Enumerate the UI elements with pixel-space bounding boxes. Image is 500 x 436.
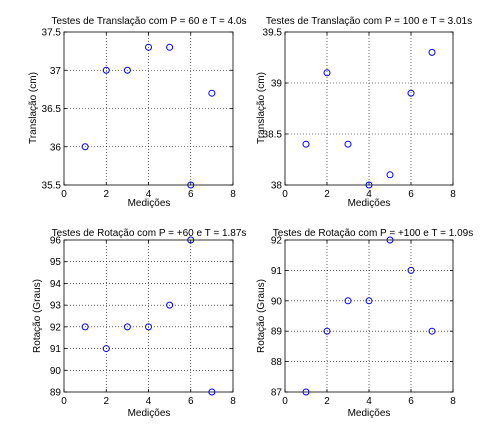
- data-point: [365, 181, 373, 189]
- subplot-1-ylabel: Translação (cm): [28, 72, 39, 144]
- subplot-3-ylabel: Rotação (Graus): [32, 279, 43, 353]
- data-point: [166, 43, 174, 51]
- y-tick-label: 96: [50, 236, 62, 247]
- y-tick-label: 91: [50, 344, 62, 355]
- subplot-2-plot-area: 0 2 4 6 8 38 38.5 39 39.5: [263, 28, 457, 201]
- subplot-4-ylabel: Rotação (Graus): [256, 279, 267, 353]
- x-tick-label: 8: [230, 396, 236, 407]
- data-point: [187, 236, 195, 244]
- x-tick-label: 4: [146, 396, 152, 407]
- data-point: [323, 327, 331, 335]
- x-tick-label: 8: [230, 189, 236, 200]
- x-tick-label: 2: [324, 396, 330, 407]
- y-tick-label: 94: [50, 279, 62, 290]
- data-point: [365, 297, 373, 305]
- subplot-3-plot-area: 0 2 4 6 8 89 90 91 92 93 94 95 96: [50, 236, 236, 408]
- data-point: [407, 266, 415, 274]
- y-tick-label: 36: [50, 142, 62, 153]
- subplot-3-title: Testes de Rotação com P = +60 e T = 1.87…: [52, 228, 247, 239]
- x-tick-label: 6: [408, 396, 414, 407]
- x-tick-label: 0: [282, 396, 288, 407]
- y-tick-label: 93: [50, 301, 62, 312]
- data-point: [145, 43, 152, 51]
- x-tick-label: 0: [282, 189, 288, 200]
- subplot-translacao-p60: Testes de Translação com P = 60 e T = 4.…: [28, 16, 247, 209]
- y-tick-label: 37.5: [42, 28, 62, 39]
- subplot-2-xlabel: Medições: [348, 198, 391, 209]
- y-tick-label: 92: [50, 322, 62, 333]
- data-point: [407, 89, 415, 97]
- data-point: [386, 171, 394, 179]
- x-tick-label: 2: [103, 189, 109, 200]
- x-tick-label: 0: [61, 189, 67, 200]
- y-tick-label: 92: [271, 236, 283, 247]
- data-point: [123, 323, 131, 331]
- subplot-3-xlabel: Medições: [128, 408, 171, 419]
- y-tick-label: 88: [271, 357, 283, 368]
- x-tick-label: 4: [366, 396, 372, 407]
- data-point: [123, 66, 131, 74]
- data-point: [81, 143, 89, 151]
- data-point: [208, 388, 216, 396]
- data-point: [302, 388, 310, 396]
- x-tick-label: 6: [188, 396, 194, 407]
- x-tick-label: 8: [450, 396, 456, 407]
- y-tick-label: 89: [50, 388, 62, 399]
- y-tick-label: 90: [271, 296, 283, 307]
- data-point: [428, 327, 436, 335]
- y-tick-label: 90: [50, 366, 62, 377]
- data-point: [145, 323, 152, 331]
- y-tick-label: 91: [271, 266, 283, 277]
- data-point: [208, 89, 216, 97]
- x-tick-label: 6: [188, 189, 194, 200]
- y-tick-label: 39.5: [263, 28, 283, 39]
- y-tick-label: 38: [271, 181, 283, 192]
- subplot-2-title: Testes de Translação com P = 100 e T = 3…: [266, 16, 472, 27]
- x-tick-label: 2: [324, 189, 330, 200]
- subplot-translacao-p100: Testes de Translação com P = 100 e T = 3…: [256, 16, 472, 209]
- subplot-1-plot-area: 0 2 4 6 8 35.5 36 36.5 37 37.5: [42, 28, 237, 201]
- subplot-4-title: Testes de Rotação com P = +100 e T = 1.0…: [273, 228, 473, 239]
- y-tick-label: 87: [271, 388, 283, 399]
- x-tick-label: 6: [408, 189, 414, 200]
- x-tick-label: 0: [61, 396, 67, 407]
- y-tick-label: 35.5: [42, 181, 62, 192]
- subplot-1-title: Testes de Translação com P = 60 e T = 4.…: [51, 16, 246, 27]
- data-point: [81, 323, 89, 331]
- y-tick-label: 89: [271, 327, 283, 338]
- data-point: [102, 345, 110, 353]
- data-point: [102, 66, 110, 74]
- y-tick-label: 95: [50, 257, 62, 268]
- data-point: [344, 140, 352, 148]
- x-tick-label: 8: [450, 189, 456, 200]
- subplot-2-ylabel: Translação (cm): [256, 72, 267, 144]
- x-tick-label: 4: [146, 189, 152, 200]
- data-point: [302, 140, 310, 148]
- subplot-1-xlabel: Medições: [128, 198, 171, 209]
- subplot-rotacao-p60: Testes de Rotação com P = +60 e T = 1.87…: [32, 228, 246, 419]
- data-point: [344, 297, 352, 305]
- y-tick-label: 38.5: [263, 130, 283, 141]
- data-point: [187, 181, 195, 189]
- y-tick-label: 36.5: [42, 104, 62, 115]
- data-point: [386, 236, 394, 244]
- subplot-4-plot-area: 0 2 4 6 8 87 88 89 90 91 92: [271, 236, 456, 408]
- data-point: [166, 301, 174, 309]
- x-tick-label: 2: [103, 396, 109, 407]
- y-tick-label: 37: [50, 66, 62, 77]
- x-tick-label: 4: [366, 189, 372, 200]
- subplot-4-xlabel: Medições: [348, 408, 391, 419]
- data-point: [428, 48, 436, 56]
- subplot-rotacao-p100: Testes de Rotação com P = +100 e T = 1.0…: [256, 228, 473, 419]
- data-point: [323, 69, 331, 77]
- y-tick-label: 39: [271, 79, 283, 90]
